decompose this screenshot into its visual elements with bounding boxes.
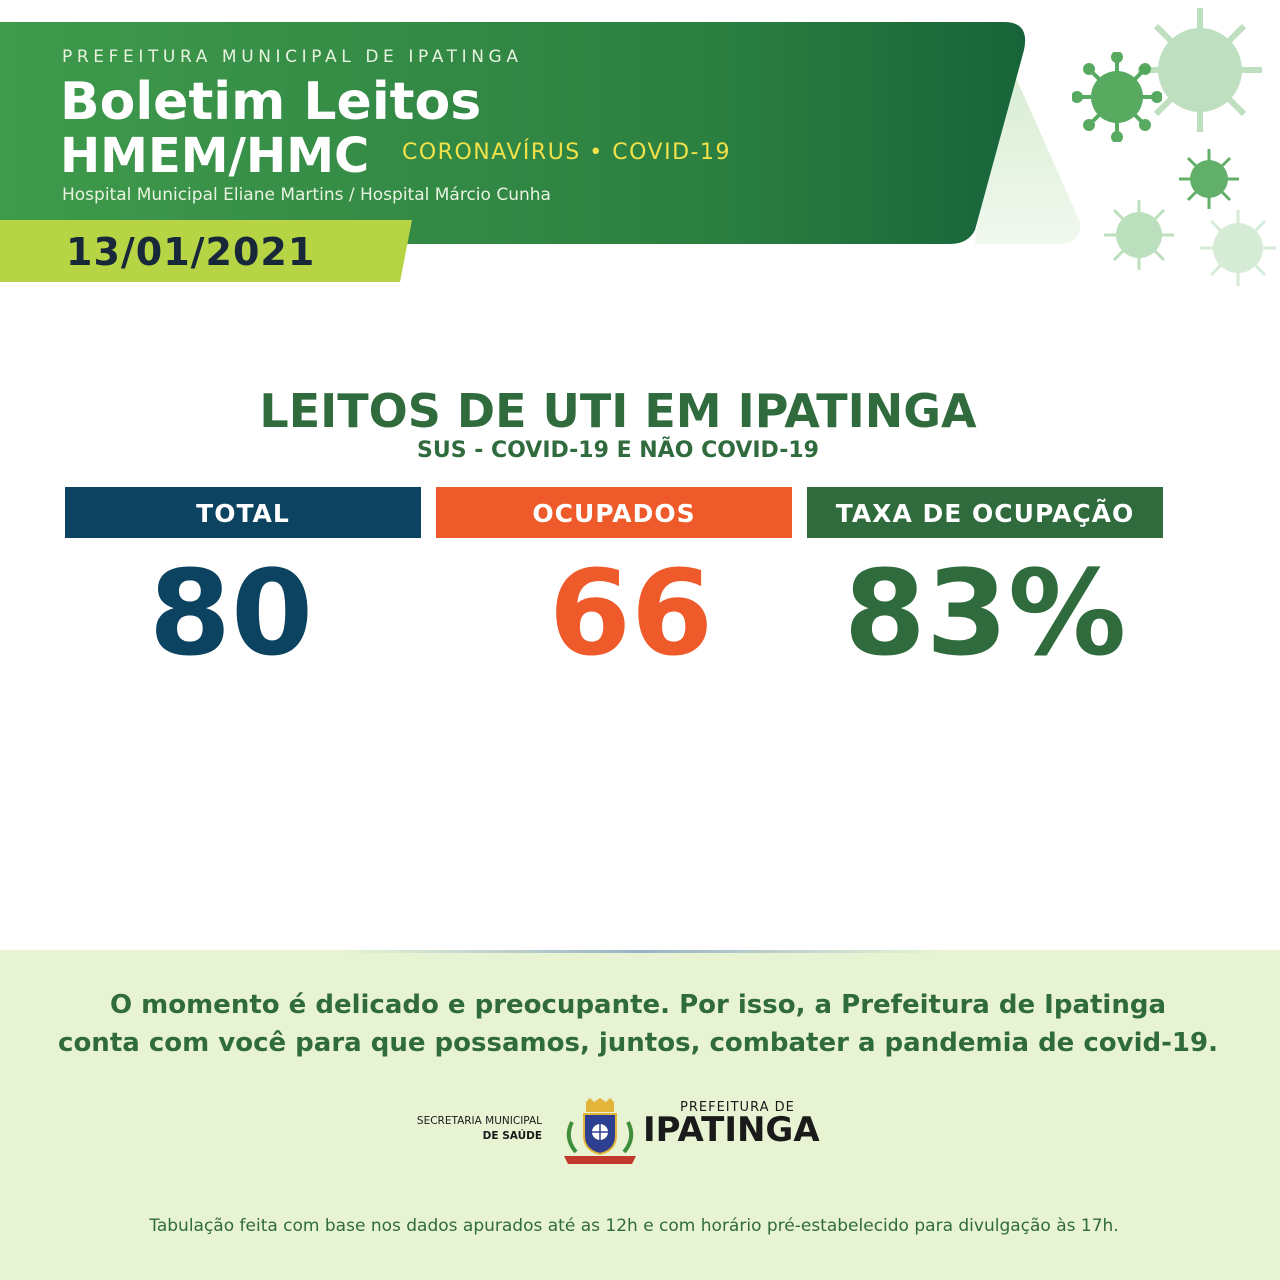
secretaria-label: SECRETARIA MUNICIPAL DE SAÚDE (380, 1114, 542, 1144)
stat-occupied-header: OCUPADOS (436, 487, 792, 538)
section-title: LEITOS DE UTI EM IPATINGA (259, 384, 977, 438)
stat-total-header: TOTAL (65, 487, 421, 538)
footer-message: O momento é delicado e preocupante. Por … (0, 986, 1276, 1062)
footer-note: Tabulação feita com base nos dados apura… (149, 1216, 1119, 1236)
header-banner (0, 22, 1080, 244)
city-crest-icon (564, 1098, 636, 1164)
date-bar (0, 220, 412, 282)
prefeitura-big-label: IPATINGA (643, 1110, 820, 1150)
stat-total-value: 80 (148, 544, 314, 682)
coronavirus-icon (1072, 52, 1162, 142)
prefeitura-small-label: PREFEITURA DE (680, 1100, 795, 1115)
agency-label: PREFEITURA MUNICIPAL DE IPATINGA (62, 47, 523, 67)
coronavirus-icon (1104, 200, 1174, 270)
coronavirus-icon (1179, 149, 1239, 209)
footer-panel (0, 950, 1280, 1280)
footer-divider (340, 950, 940, 953)
stat-rate-header: TAXA DE OCUPAÇÃO (807, 487, 1163, 538)
bulletin-title: Boletim Leitos (60, 72, 482, 132)
secretaria-line1: SECRETARIA MUNICIPAL (416, 1115, 542, 1127)
coronavirus-icon (1138, 8, 1262, 132)
bulletin-date: 13/01/2021 (66, 230, 316, 274)
footer-message-line2: conta com você para que possamos, juntos… (58, 1028, 1218, 1058)
stat-occupied-value: 66 (548, 544, 714, 682)
bulletin-hospitals-code: HMEM/HMC (60, 128, 370, 184)
section-subtitle: SUS - COVID-19 E NÃO COVID-19 (417, 438, 819, 463)
stat-rate-value: 83% (843, 544, 1127, 682)
secretaria-line2: DE SAÚDE (482, 1130, 542, 1142)
footer-message-line1: O momento é delicado e preocupante. Por … (109, 990, 1167, 1020)
covid-tag: CORONAVÍRUS • COVID-19 (402, 140, 731, 165)
hospitals-label: Hospital Municipal Eliane Martins / Hosp… (62, 185, 551, 205)
coronavirus-icon (1200, 210, 1276, 286)
